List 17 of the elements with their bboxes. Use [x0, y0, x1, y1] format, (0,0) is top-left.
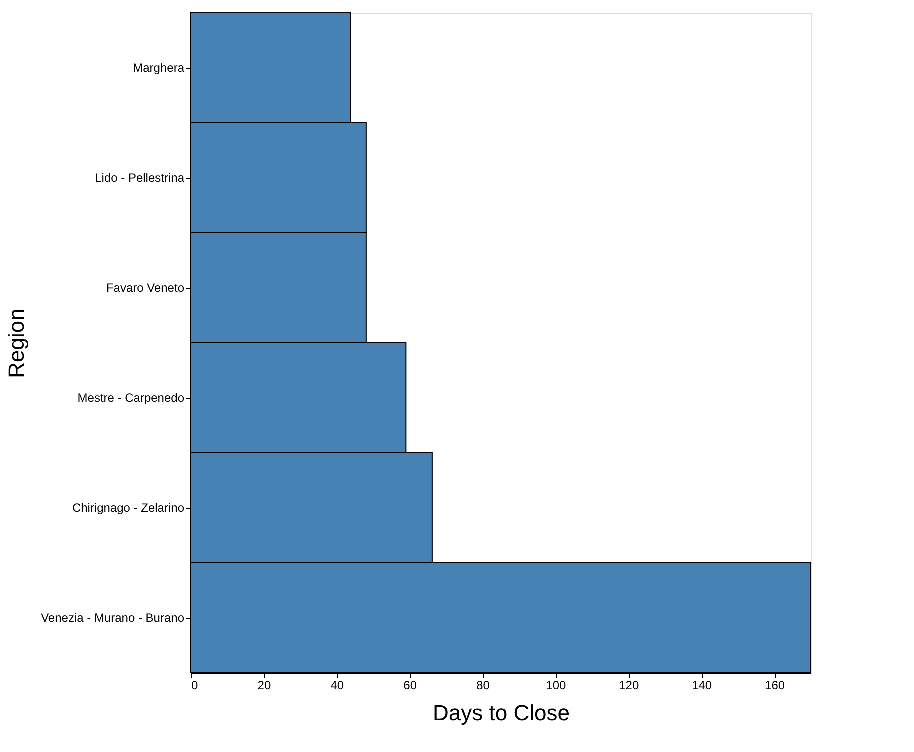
y-tick-label: Chirignago - Zelarino	[72, 501, 185, 515]
y-tick-label: Mestre - Carpenedo	[78, 391, 185, 405]
y-tick-label: Lido - Pellestrina	[95, 171, 185, 185]
x-tick-label: 140	[692, 678, 712, 692]
y-tick-label: Marghera	[133, 61, 185, 75]
y-tick-label: Venezia - Murano - Burano	[41, 611, 185, 625]
x-tick-label: 80	[476, 678, 490, 692]
x-tick-label: 60	[404, 678, 418, 692]
x-tick-label: 40	[330, 678, 344, 692]
x-tick-label: 120	[619, 678, 640, 692]
x-tick-label: 20	[258, 678, 272, 692]
x-tick-label: 160	[765, 678, 786, 692]
y-tick-label: Favaro Veneto	[106, 281, 185, 295]
y-axis-title: Region	[4, 308, 30, 378]
x-axis-title: Days to Close	[433, 700, 570, 726]
x-tick-label: 0	[192, 678, 198, 692]
x-tick-label: 100	[546, 678, 567, 692]
